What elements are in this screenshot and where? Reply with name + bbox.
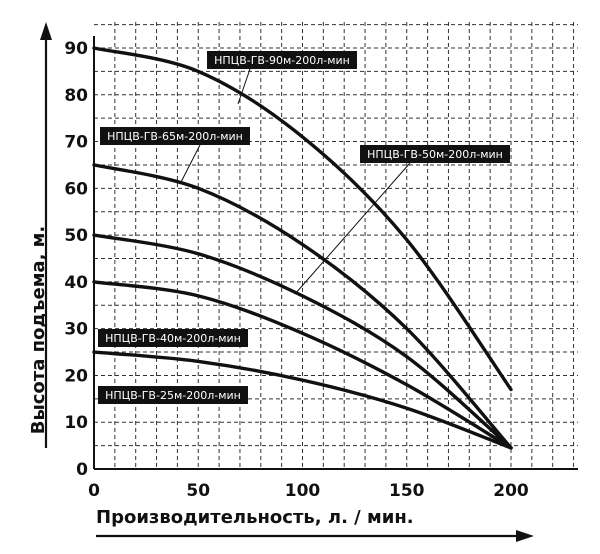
callout-label: НПЦВ-ГВ-25м-200л-мин: [105, 389, 241, 402]
y-axis-title: Высота подъема, м.: [28, 226, 49, 434]
axes: [40, 22, 578, 542]
series-callout-2: НПЦВ-ГВ-65м-200л-мин: [100, 127, 250, 145]
series-line-5: [92, 350, 513, 450]
callout-label: НПЦВ-ГВ-90м-200л-мин: [214, 54, 350, 67]
y-tick-label: 90: [64, 39, 88, 59]
y-tick-label: 30: [64, 320, 88, 340]
callout-label: НПЦВ-ГВ-65м-200л-мин: [107, 130, 243, 143]
y-tick-label: 40: [64, 273, 88, 293]
x-tick-label: 0: [88, 481, 100, 501]
series-line-3: [92, 233, 513, 450]
callout-label: НПЦВ-ГВ-40м-200л-мин: [105, 332, 241, 345]
tick-labels: 0 10 20 30 40 50 60 70 80 90 0 50 100 150 200: [64, 39, 529, 501]
series-line-1: [92, 46, 513, 392]
callout-background: [360, 145, 510, 163]
y-tick-label: 70: [64, 133, 88, 153]
callout-background: [98, 329, 248, 347]
x-axis-title: Производительность, л. / мин.: [96, 507, 414, 528]
callout-leaders: [179, 68, 411, 295]
callout-leader-line: [179, 144, 201, 185]
series-callout-1: НПЦВ-ГВ-90м-200л-мин: [207, 51, 357, 69]
series-callout-5: НПЦВ-ГВ-25м-200л-мин: [98, 386, 248, 404]
callout-background: [98, 386, 248, 404]
y-tick-label: 80: [64, 86, 88, 106]
callout-label: НПЦВ-ГВ-50м-200л-мин: [367, 148, 503, 161]
grid: [94, 22, 578, 469]
series-callouts: НПЦВ-ГВ-90м-200л-мин НПЦВ-ГВ-65м-200л-мин…: [98, 51, 510, 404]
y-axis-arrowhead: [40, 22, 52, 40]
series-curves: [92, 46, 513, 450]
x-tick-label: 150: [389, 481, 425, 501]
x-axis-arrowhead: [516, 530, 534, 542]
x-tick-label: 50: [186, 481, 210, 501]
callout-background: [100, 127, 250, 145]
y-tick-label: 60: [64, 179, 88, 199]
series-line-4: [92, 280, 513, 450]
callout-leader-line: [237, 68, 251, 105]
callout-background: [207, 51, 357, 69]
y-tick-label: 0: [76, 460, 88, 480]
series-callout-3: НПЦВ-ГВ-50м-200л-мин: [360, 145, 510, 163]
series-line-2: [92, 163, 513, 450]
x-tick-label: 100: [285, 481, 321, 501]
y-tick-label: 10: [64, 413, 88, 433]
callout-leader-line: [294, 162, 411, 295]
series-callout-4: НПЦВ-ГВ-40м-200л-мин: [98, 329, 248, 347]
y-tick-label: 20: [64, 366, 88, 386]
y-tick-label: 50: [64, 226, 88, 246]
x-tick-label: 200: [493, 481, 529, 501]
